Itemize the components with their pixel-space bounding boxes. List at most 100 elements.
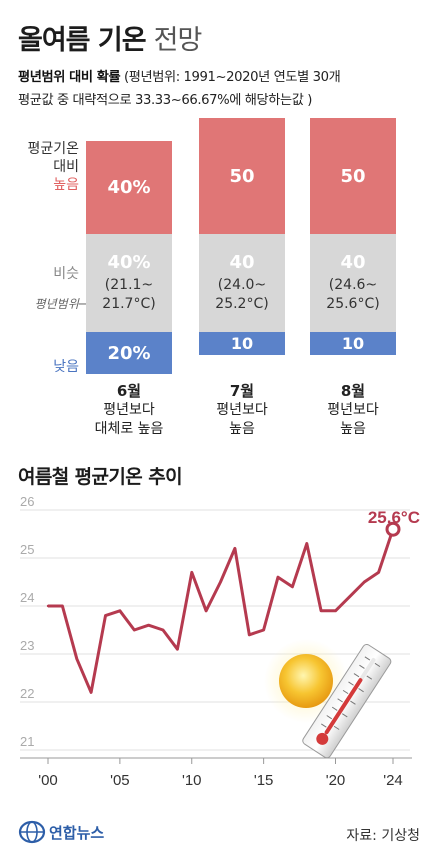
x-tick-label: '05	[110, 772, 130, 789]
weather-illustration	[264, 639, 392, 759]
month-label-jun: 6월 평년보다 대체로 높음	[76, 382, 182, 439]
bar-low-jul: 10	[199, 332, 285, 355]
outlook-jul-2: 높음	[229, 421, 255, 437]
range-aug-2: 25.6°C)	[326, 296, 380, 312]
outlook-aug-2: 높음	[340, 421, 366, 437]
data-point	[104, 614, 107, 617]
data-point	[89, 691, 93, 694]
y-tick-label: 22	[20, 686, 34, 701]
data-point	[161, 628, 165, 632]
x-tick-label: '10	[182, 772, 202, 789]
page-title: 올여름 기온 전망	[18, 18, 203, 57]
x-tick-label: '24	[383, 772, 403, 789]
last-data-point	[385, 521, 401, 537]
month-label-jul: 7월 평년보다 높음	[189, 382, 295, 439]
source-text: 자료: 기상청	[346, 828, 420, 844]
x-tick-label: '00	[38, 772, 58, 789]
month-name-jun: 6월	[116, 382, 142, 400]
range-aug-1: (24.6~	[328, 277, 378, 293]
bar-low-jul-label: 10	[230, 334, 254, 353]
bar-mid-aug-label: 40	[340, 252, 366, 273]
bar-high-jun: 40%	[86, 141, 172, 234]
data-point	[348, 595, 352, 598]
range-jul: (24.0~ 25.2°C)	[215, 276, 268, 314]
globe-logo-icon	[18, 820, 46, 844]
bar-high-jun-label: 40%	[107, 177, 151, 198]
data-point	[334, 609, 337, 612]
data-point	[233, 547, 237, 550]
outlook-aug-1: 평년보다	[327, 402, 379, 418]
y-tick-label: 21	[20, 734, 34, 749]
subtitle-line1: (평년범위: 1991~2020년 연도별 30개	[120, 70, 341, 85]
subtitle: 평년범위 대비 확률 (평년범위: 1991~2020년 연도별 30개 평균값…	[18, 66, 428, 112]
data-point	[190, 571, 193, 574]
data-point	[319, 609, 323, 612]
row-label-high-1: 평균기온	[27, 141, 79, 157]
sun-icon	[279, 654, 333, 708]
row-label-range-text: 평년범위	[34, 297, 79, 311]
bar-mid-jul-label: 40	[229, 252, 255, 273]
data-point	[133, 628, 136, 632]
row-label-high-3: 높음	[53, 177, 79, 193]
range-jul-1: (24.0~	[217, 277, 267, 293]
data-point	[147, 624, 150, 627]
outlook-jun-1: 평년보다	[103, 402, 155, 418]
y-tick-label: 23	[20, 638, 34, 653]
row-label-mid: 비슷	[53, 266, 79, 282]
bar-mid-aug: 40 (24.6~ 25.6°C)	[310, 234, 396, 332]
data-point	[176, 648, 179, 651]
title-main: 올여름 기온	[18, 25, 147, 56]
month-name-jul: 7월	[229, 382, 255, 400]
data-point	[118, 609, 122, 612]
bar-low-jun-label: 20%	[107, 342, 151, 364]
bar-mid-jun: 40% (21.1~ 21.7°C)	[86, 234, 172, 332]
month-label-aug: 8월 평년보다 높음	[300, 382, 406, 439]
data-point	[262, 628, 265, 632]
bar-low-jun: 20%	[86, 332, 172, 374]
subtitle-bold: 평년범위 대비 확률	[18, 70, 121, 85]
bar-high-jul-label: 50	[229, 165, 255, 187]
outlook-jul-1: 평년보다	[216, 402, 268, 418]
title-sub: 전망	[153, 25, 203, 56]
data-point	[204, 609, 208, 612]
trend-title: 여름철 평균기온 추이	[18, 466, 183, 488]
bar-high-jul: 50	[199, 118, 285, 234]
month-name-aug: 8월	[340, 382, 366, 400]
row-label-low: 낮음	[53, 359, 79, 375]
range-jul-2: 25.2°C)	[215, 296, 269, 312]
row-label-range: 평년범위─	[34, 297, 86, 311]
data-point	[248, 633, 251, 636]
y-tick-label: 26	[20, 495, 34, 509]
data-point	[377, 571, 380, 574]
range-jun-2: 21.7°C)	[102, 296, 156, 312]
data-point	[305, 542, 308, 545]
subtitle-line2: 평균값 중 대략적으로 33.33~66.67%에 해당하는값 )	[18, 93, 312, 108]
bar-high-aug-label: 50	[340, 165, 366, 187]
data-point	[276, 576, 280, 579]
bar-mid-jul: 40 (24.0~ 25.2°C)	[199, 234, 285, 332]
bar-low-aug: 10	[310, 332, 396, 355]
bar-low-aug-label: 10	[341, 334, 365, 353]
y-tick-label: 25	[20, 542, 34, 557]
data-point	[75, 657, 78, 660]
row-label-high-2: 대비	[53, 159, 79, 175]
outlook-jun-2: 대체로 높음	[94, 421, 164, 437]
bar-high-aug: 50	[310, 118, 396, 234]
brand-name: 연합뉴스	[49, 823, 105, 842]
x-tick-label: '15	[254, 772, 274, 789]
x-tick-label: '20	[326, 772, 346, 789]
data-point	[46, 604, 50, 608]
brand-logo: 연합뉴스	[18, 820, 104, 844]
range-jun-1: (21.1~	[104, 277, 154, 293]
data-point	[291, 585, 294, 588]
last-value-annotation: 25.6°C	[368, 508, 420, 527]
range-aug: (24.6~ 25.6°C)	[326, 276, 379, 314]
data-point	[363, 580, 366, 584]
thermometer-icon	[302, 643, 392, 759]
bar-mid-jun-label: 40%	[107, 252, 151, 273]
data-point	[61, 604, 64, 608]
y-tick-label: 24	[20, 590, 34, 605]
row-label-high: 평균기온 대비 높음	[6, 140, 79, 194]
data-point	[219, 580, 222, 584]
